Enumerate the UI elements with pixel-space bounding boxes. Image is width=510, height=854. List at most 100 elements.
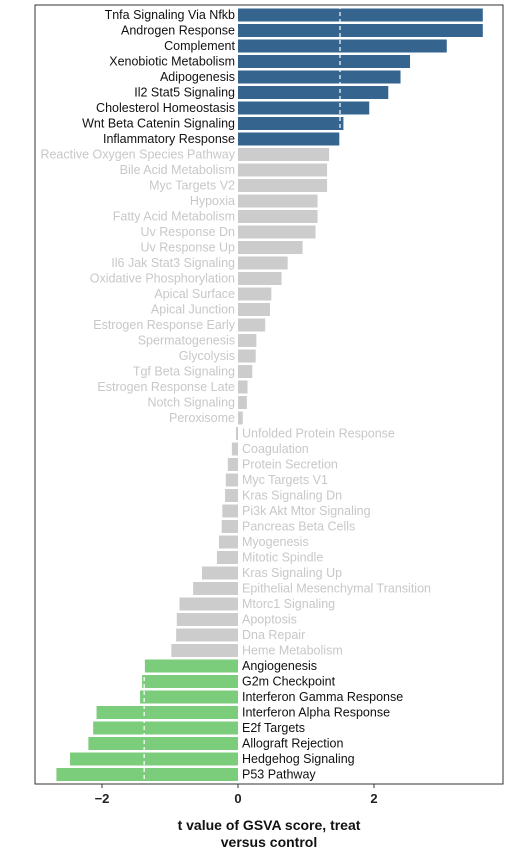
bar-label: Interferon Gamma Response [242, 690, 403, 704]
bar-label: Fatty Acid Metabolism [113, 210, 235, 224]
bar-label: Wnt Beta Catenin Signaling [82, 117, 235, 131]
bar-label: G2m Checkpoint [242, 675, 336, 689]
bar [238, 318, 266, 332]
bars-layer [56, 8, 483, 781]
bar [238, 101, 370, 115]
bar-label: Unfolded Protein Response [242, 427, 395, 441]
bar-label: Cholesterol Homeostasis [96, 101, 235, 115]
bar-label: Pi3k Akt Mtor Signaling [242, 504, 371, 518]
bar-labels: Tnfa Signaling Via Nfkb Androgen Response… [40, 8, 431, 782]
bar [176, 628, 238, 642]
bar [238, 287, 272, 301]
bar [238, 225, 316, 239]
threshold-lines [143, 5, 341, 784]
x-tick-label: −2 [95, 791, 110, 806]
bar [144, 659, 238, 673]
bar-label: Interferon Alpha Response [242, 706, 390, 720]
bar [140, 690, 238, 704]
bar [238, 194, 318, 208]
bar [238, 334, 257, 347]
bar [193, 582, 238, 595]
bar-label: Reactive Oxygen Species Pathway [40, 148, 235, 162]
bar-label: Apical Surface [154, 287, 235, 301]
bar-label: Xenobiotic Metabolism [109, 55, 235, 69]
bar-label: P53 Pathway [242, 768, 316, 782]
bar-label: Protein Secretion [242, 458, 338, 472]
bar [238, 349, 256, 363]
bar [179, 597, 238, 611]
bar [238, 365, 253, 378]
bar-label: Hedgehog Signaling [242, 752, 355, 766]
bar [238, 39, 447, 53]
bar-label: Complement [164, 39, 235, 53]
bar-label: Bile Acid Metabolism [120, 163, 235, 177]
x-tick-label: 0 [234, 791, 241, 806]
bar [238, 55, 411, 68]
bar [231, 442, 238, 456]
bar-label: Peroxisome [169, 411, 235, 425]
bar [201, 566, 238, 580]
bar [227, 458, 238, 471]
bar-label: Androgen Response [121, 24, 235, 38]
bar [238, 380, 248, 394]
x-axis-title-line-2: versus control [221, 834, 317, 850]
bar-label: Epithelial Mesenchymal Transition [242, 582, 431, 596]
bar [238, 148, 330, 161]
bar-label: Kras Signaling Up [242, 566, 342, 580]
bar [93, 721, 238, 735]
bar-label: Uv Response Dn [141, 225, 236, 239]
bar-label: Myogenesis [242, 535, 309, 549]
bar [88, 737, 239, 750]
bar-label: Coagulation [242, 442, 309, 456]
bar [216, 551, 238, 564]
bar [218, 535, 238, 549]
bar [238, 411, 243, 425]
bar-label: Estrogen Response Early [93, 318, 235, 332]
bar [238, 272, 282, 285]
bar [238, 256, 288, 270]
bar-label: Il6 Jak Stat3 Signaling [111, 256, 235, 270]
x-axis-ticks: −2 0 2 [95, 784, 378, 806]
bar-label: Allograft Rejection [242, 737, 343, 751]
bar-label: Angiogenesis [242, 659, 317, 673]
bar-label: Oxidative Phosphorylation [90, 272, 235, 286]
bar-label: Apoptosis [242, 613, 297, 627]
bar [238, 8, 483, 22]
bar-label: Spermatogenesis [138, 334, 235, 348]
bar-label: Mitotic Spindle [242, 551, 323, 565]
bar [142, 675, 238, 688]
bar [238, 24, 483, 37]
bar-label: Pancreas Beta Cells [242, 520, 355, 534]
bar [238, 163, 328, 177]
bar-label: Inflammatory Response [103, 132, 235, 146]
bar [221, 520, 238, 533]
bar [238, 179, 328, 192]
bar-label: Mtorc1 Signaling [242, 597, 335, 611]
bar-label: Heme Metabolism [242, 644, 343, 658]
bar [238, 86, 389, 99]
bar [235, 427, 238, 440]
x-tick-label: 2 [370, 791, 377, 806]
bar [238, 303, 270, 316]
bar [171, 644, 238, 657]
bar [70, 752, 238, 766]
bar-label: Dna Repair [242, 628, 305, 642]
bar [238, 241, 303, 254]
bar-label: Notch Signaling [147, 396, 235, 410]
plot-frame [34, 4, 504, 785]
bar-label: E2f Targets [242, 721, 305, 735]
bar-label: Il2 Stat5 Signaling [134, 86, 235, 100]
bar [176, 613, 238, 626]
bar-label: Estrogen Response Late [97, 380, 235, 394]
bar [238, 132, 340, 146]
bar-label: Tnfa Signaling Via Nfkb [105, 8, 235, 22]
bar [56, 768, 238, 781]
bar-label: Myc Targets V2 [149, 179, 235, 193]
bar [238, 117, 344, 130]
bar-label: Adipogenesis [160, 70, 235, 84]
bar [222, 504, 238, 518]
bar [225, 489, 238, 502]
bar-label: Tgf Beta Signaling [133, 365, 235, 379]
bar [238, 210, 318, 223]
bar [96, 706, 238, 719]
